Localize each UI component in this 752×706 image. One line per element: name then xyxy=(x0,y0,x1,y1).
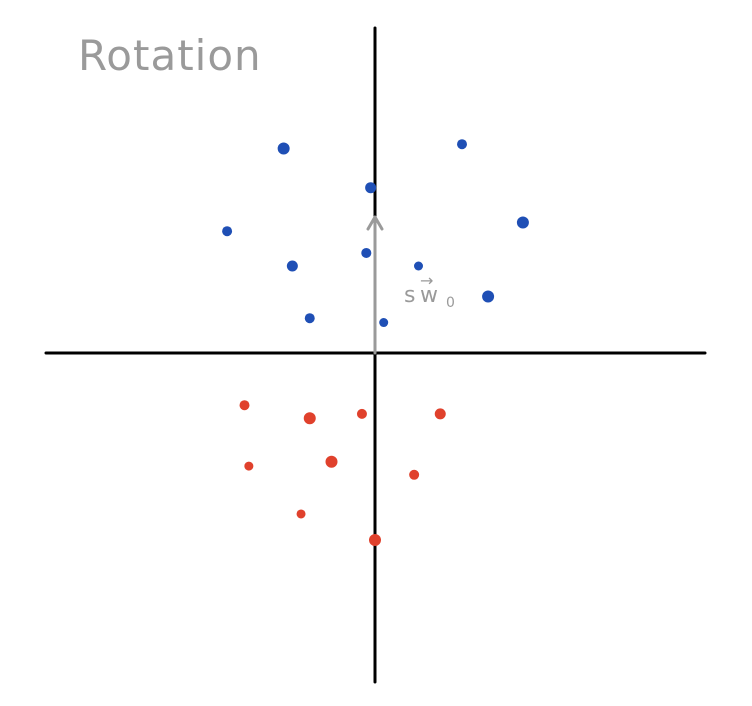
blue-point xyxy=(304,313,315,324)
red-point xyxy=(239,400,250,411)
red-point xyxy=(325,455,338,468)
blue-point xyxy=(222,226,233,237)
blue-point xyxy=(286,260,298,272)
weight-vector-arrowhead xyxy=(366,215,384,231)
vector-label-symbol: w xyxy=(420,283,438,308)
blue-point xyxy=(379,318,389,328)
blue-point xyxy=(482,290,495,303)
diagram-title: Rotation xyxy=(78,31,262,80)
red-point xyxy=(356,408,367,419)
blue-point xyxy=(414,261,423,271)
blue-point xyxy=(457,139,467,150)
blue-point xyxy=(277,142,290,155)
red-point xyxy=(369,534,381,547)
data-points xyxy=(222,139,529,547)
red-point xyxy=(434,408,446,420)
blue-point xyxy=(361,247,372,258)
red-point xyxy=(409,469,420,480)
blue-point xyxy=(365,182,377,194)
vector-label-subscript: 0 xyxy=(446,295,455,311)
vector-label-arrow: → xyxy=(420,271,433,290)
blue-point xyxy=(516,216,529,229)
red-point xyxy=(303,412,316,425)
vector-label-scalar: s xyxy=(404,283,415,308)
red-point xyxy=(244,461,254,471)
red-point xyxy=(296,509,306,519)
